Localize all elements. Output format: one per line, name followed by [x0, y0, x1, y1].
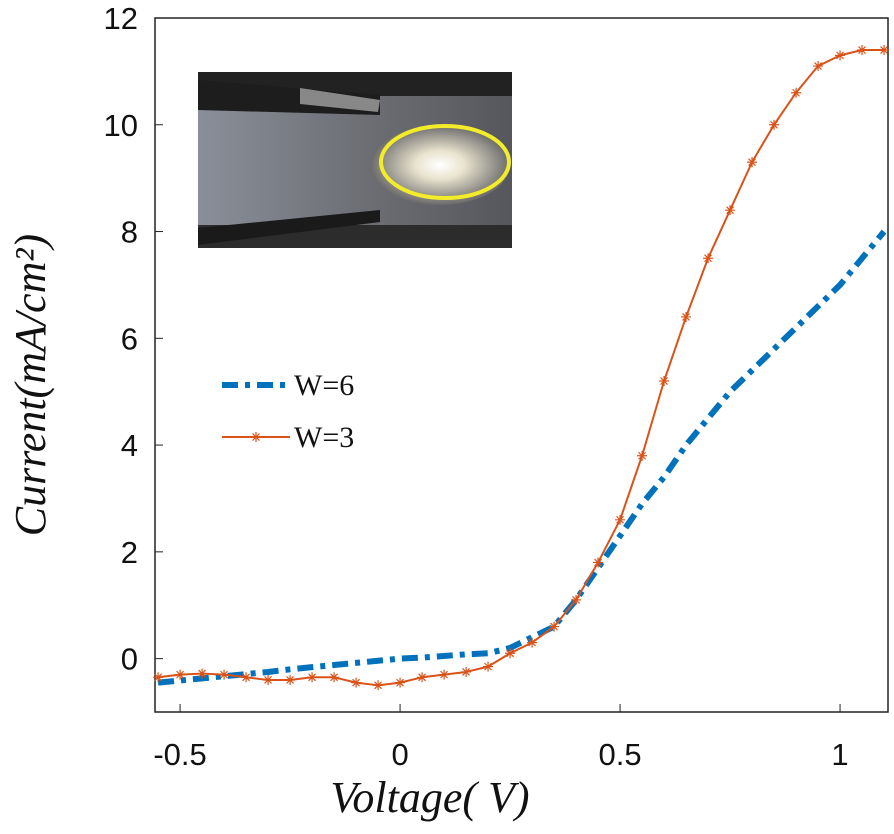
star-marker	[285, 674, 296, 685]
x-tick-label: 0.5	[598, 737, 641, 772]
star-marker	[417, 672, 428, 683]
series-line	[157, 49, 885, 687]
star-marker	[197, 668, 208, 679]
star-marker	[373, 680, 384, 691]
star-marker	[571, 594, 582, 605]
star-marker	[351, 677, 362, 688]
star-marker	[153, 672, 164, 683]
star-marker	[307, 672, 318, 683]
star-marker	[241, 672, 252, 683]
star-marker	[637, 450, 648, 461]
star-marker	[879, 45, 890, 56]
star-marker	[175, 669, 186, 680]
star-marker	[857, 45, 868, 56]
star-marker	[681, 311, 692, 322]
star-marker	[615, 514, 626, 525]
y-tick-label: 4	[121, 428, 138, 463]
star-marker	[813, 61, 824, 72]
star-marker	[703, 253, 714, 264]
x-tick-label: 1	[831, 737, 848, 772]
star-marker	[329, 672, 340, 683]
star-marker	[659, 376, 670, 387]
y-tick-label: 12	[104, 1, 138, 36]
series-line	[157, 229, 887, 686]
star-marker	[395, 677, 406, 688]
x-axis-label: Voltage( V)	[330, 773, 529, 822]
star-marker	[791, 87, 802, 98]
inset-photo	[198, 72, 512, 248]
star-marker	[747, 157, 758, 168]
star-marker	[505, 648, 516, 659]
x-tick-label: -0.5	[153, 737, 206, 772]
star-marker	[219, 669, 230, 680]
star-marker	[461, 666, 472, 677]
legend-label: W=3	[294, 421, 354, 454]
star-marker	[835, 50, 846, 61]
star-marker	[549, 621, 560, 632]
legend-marker	[251, 432, 261, 442]
star-marker	[725, 205, 736, 216]
y-tick-label: 10	[104, 108, 138, 143]
axes-box	[154, 17, 889, 713]
legend-label: W=6	[294, 369, 354, 402]
y-tick-label: 0	[121, 642, 138, 677]
x-tick-label: 0	[391, 737, 408, 772]
y-tick-label: 8	[121, 215, 138, 250]
y-tick-label: 6	[121, 321, 138, 356]
star-marker	[263, 674, 274, 685]
star-marker	[483, 661, 494, 672]
star-marker	[439, 669, 450, 680]
star-marker	[593, 557, 604, 568]
star-marker	[769, 119, 780, 130]
y-tick-label: 2	[121, 535, 138, 570]
y-axis-label: Current(mA/cm²)	[6, 234, 55, 536]
star-marker	[527, 637, 538, 648]
